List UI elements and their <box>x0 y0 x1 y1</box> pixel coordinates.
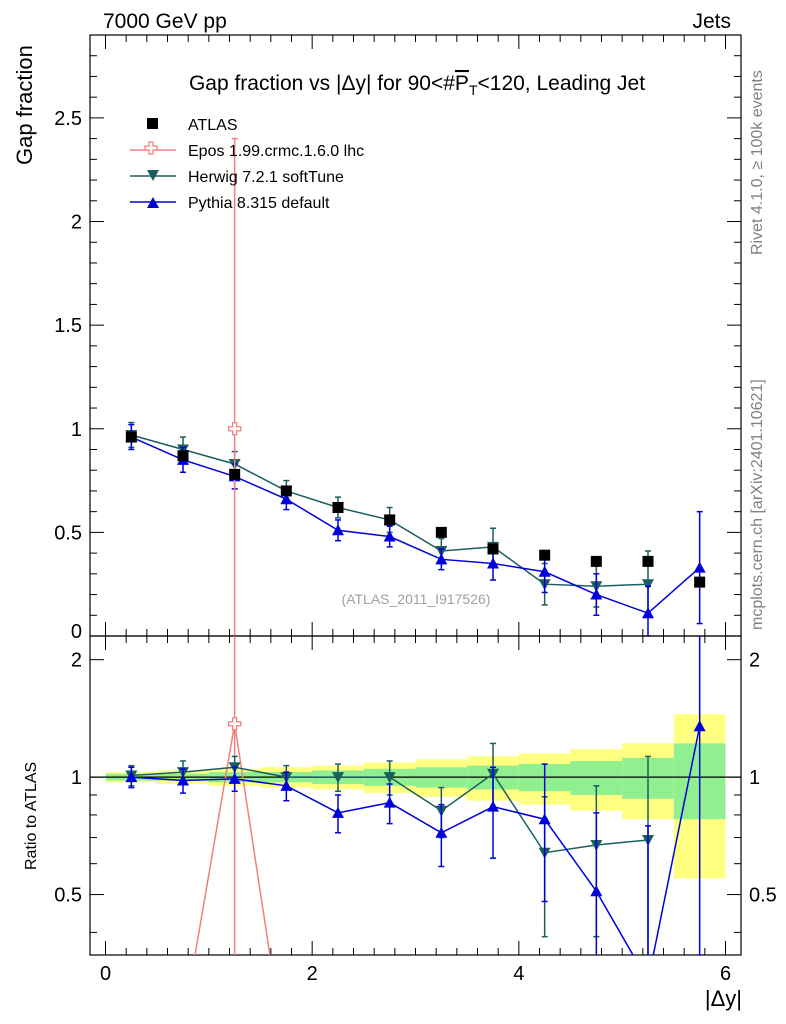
x-axis-label: |Δy| <box>705 986 742 1011</box>
data-point <box>280 493 293 505</box>
legend-marker-atlas <box>147 118 158 129</box>
ratio-point <box>435 826 448 838</box>
ratio-uncertainty-bands <box>105 714 726 879</box>
data-point <box>642 607 654 619</box>
mcplots-credit-text: mcplots.cern.ch [arXiv:2401.10621] <box>749 379 766 630</box>
ratio-series <box>125 636 706 955</box>
title-subscript: T <box>469 82 478 98</box>
data-point <box>694 576 706 588</box>
header-left: 7000 GeV pp <box>103 10 227 33</box>
ratio-point <box>280 779 293 791</box>
ratio-tick-label-right: 1 <box>749 767 760 789</box>
data-point <box>383 530 396 542</box>
epos-ratio-point <box>228 717 242 731</box>
ratio-point <box>590 885 603 897</box>
ratio-point <box>487 800 499 812</box>
data-point <box>332 502 344 514</box>
y-axis-label: Gap fraction <box>12 45 37 165</box>
y-tick-label: 1 <box>71 419 82 441</box>
title-suffix: <120, Leading Jet <box>478 72 646 95</box>
x-tick-label: 4 <box>513 963 524 985</box>
ratio-point <box>693 720 706 732</box>
data-point <box>177 450 189 462</box>
legend-label-herwig: Herwig 7.2.1 softTune <box>188 169 344 186</box>
analysis-id: (ATLAS_2011_I917526) <box>342 591 491 607</box>
y-tick-label: 2.5 <box>54 108 82 130</box>
ratio-frame <box>89 635 742 956</box>
data-point <box>435 526 447 538</box>
title-prefix: Gap fraction vs |Δy| for 90<# <box>189 72 455 95</box>
data-point <box>590 555 602 567</box>
data-point <box>487 557 499 569</box>
ratio-tick-label: 1 <box>71 767 82 789</box>
data-point <box>693 561 706 573</box>
chart-title: Gap fraction vs |Δy| for 90<#PT<120, Lea… <box>189 72 645 98</box>
data-point <box>538 565 551 577</box>
data-point <box>228 422 242 436</box>
data-point <box>280 485 292 497</box>
ratio-point <box>383 796 396 808</box>
legend-marker-pythia <box>130 197 176 208</box>
ratio-series-3 <box>125 636 706 955</box>
x-tick-label: 6 <box>720 963 731 985</box>
ratio-point <box>177 774 189 786</box>
legend-marker-herwig <box>130 170 176 181</box>
data-point <box>642 555 654 567</box>
main-plot: 0.5 1 1.5 2 2.5 0 <box>54 34 742 955</box>
series-1 <box>228 137 242 636</box>
ratio-tick-label-right: 0.5 <box>749 885 777 907</box>
legend-label-epos: Epos 1.99.crmc.1.6.0 lhc <box>188 143 364 160</box>
main-series <box>125 137 706 636</box>
title-symbol: P <box>455 72 469 95</box>
rivet-version-text: Rivet 4.1.0, ≥ 100k events <box>749 70 766 255</box>
x-tick-label: 0 <box>100 963 111 985</box>
ratio-tick-label-right: 2 <box>749 650 760 672</box>
ratio-point <box>125 771 138 783</box>
data-point <box>125 431 137 443</box>
data-point <box>642 579 654 591</box>
ratio-line <box>131 726 701 955</box>
legend: ATLAS Epos 1.99.crmc.1.6.0 lhc Herwig 7.… <box>130 117 364 212</box>
y-tick-label: 0 <box>71 621 82 643</box>
legend-label-atlas: ATLAS <box>188 117 238 134</box>
data-point <box>539 549 551 561</box>
ratio-point <box>538 813 551 825</box>
data-point <box>435 553 448 565</box>
ratio-axis-label: Ratio to ATLAS <box>23 762 40 870</box>
series-line <box>131 436 701 615</box>
series-0 <box>125 431 706 588</box>
data-point <box>332 524 344 536</box>
y-tick-label: 0.5 <box>54 522 82 544</box>
data-point <box>229 468 241 480</box>
y-tick-label: 1.5 <box>54 315 82 337</box>
legend-marker-epos <box>130 141 176 155</box>
header-right: Jets <box>692 10 731 33</box>
ratio-tick-label: 0.5 <box>54 885 82 907</box>
legend-label-pythia: Pythia 8.315 default <box>188 195 330 212</box>
x-tick-label: 2 <box>307 963 318 985</box>
ratio-point <box>383 772 396 784</box>
ratio-tick-label: 2 <box>71 650 82 672</box>
data-point <box>487 543 499 555</box>
data-point <box>590 588 603 600</box>
ratio-plot: 0 2 4 6 0.5 0.5 1 1 2 2 <box>54 635 777 985</box>
ratio-point <box>228 772 241 784</box>
ratio-point <box>332 806 344 818</box>
y-tick-label: 2 <box>71 212 82 234</box>
ratio-point <box>332 772 344 784</box>
data-point <box>384 514 396 526</box>
